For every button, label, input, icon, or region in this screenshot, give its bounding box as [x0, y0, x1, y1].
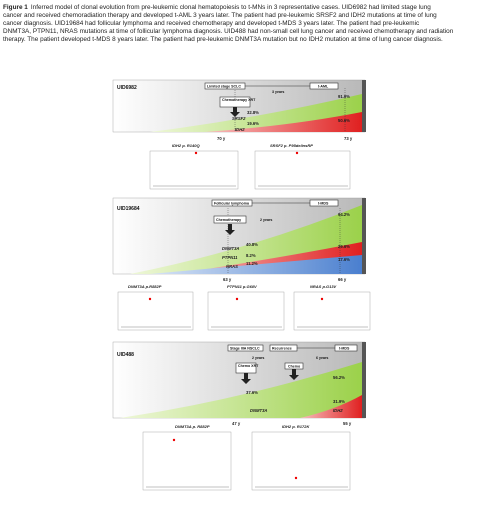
shape [213, 215, 247, 224]
age: 73 y [344, 136, 353, 141]
age: 70 y [217, 136, 226, 141]
shape [150, 255, 362, 274]
gene-label: PTPN11 [222, 255, 238, 260]
age: 66 y [338, 277, 347, 282]
caption-line: therapy. The patient developed t-MDS 8 y… [3, 36, 443, 43]
value-label: 50.6% [338, 118, 350, 123]
value-label: 8.2% [246, 253, 256, 258]
interval: 2 years [252, 356, 264, 360]
shape [227, 344, 264, 352]
plot-title: DNMT3A p.R882P [128, 284, 162, 289]
caption-line: cancer diagnosis. UID19684 had follicula… [3, 20, 420, 27]
shape [235, 297, 239, 301]
panel: UID6982 Limited stage SCLC t-AML 3 years… [112, 79, 366, 190]
box-label: Chemotherapy [216, 218, 241, 222]
shape [300, 395, 362, 418]
shape [294, 476, 298, 480]
shape [225, 224, 235, 235]
panel: UID488 Stage IIIA NSCLC Recurrence t-MDS… [112, 341, 366, 491]
shape [241, 373, 251, 384]
box-label: Chemo [288, 365, 301, 369]
plot-title: NRAS p.G13V [310, 284, 337, 289]
panel-id: UID19684 [117, 206, 140, 212]
age: 63 y [223, 277, 232, 282]
value-label: 17.6% [338, 257, 350, 262]
box-label: t-AML [318, 85, 329, 89]
box-label: Follicular lymphoma [214, 202, 250, 206]
gene-label: DNMT3A [222, 246, 239, 251]
box-label: Stage IIIA NSCLC [230, 347, 260, 351]
shape [295, 151, 299, 155]
panel: UID19684 Follicular lymphoma t-MDS Chemo… [112, 197, 371, 331]
value-label: 40.8% [246, 242, 258, 247]
age: 47 y [232, 421, 241, 426]
shape [172, 438, 176, 442]
plot-title: IDH2 p. R172K [282, 424, 310, 429]
box-label: t-MDS [318, 202, 329, 206]
gene-label: IDH2 [235, 127, 245, 132]
value-label: 29.6% [338, 244, 350, 249]
plot-title: PTPN11 p.G60V [227, 284, 257, 289]
shape [293, 291, 371, 331]
box-label: Limited stage SCLC [207, 85, 241, 89]
box-label: Chemotherapy XRT [222, 98, 256, 102]
shape [362, 80, 366, 132]
gene-label: IDH2 [333, 408, 343, 413]
value-label: 37.6% [246, 390, 258, 395]
value-label: 56.2% [333, 375, 345, 380]
shape [362, 342, 366, 418]
interval: 2 years [260, 218, 272, 222]
plot-title: DNMT3A p. R882P [175, 424, 210, 429]
value-label: 94.2% [338, 212, 350, 217]
gene-label: SRSF2 [232, 116, 246, 121]
box-label: Chemo XRT [238, 364, 259, 368]
shape [362, 198, 366, 274]
shape [207, 291, 285, 331]
panel-id: UID488 [117, 352, 134, 358]
shape [289, 369, 299, 380]
shape [149, 150, 239, 190]
panel-id: UID6982 [117, 85, 137, 91]
age: 55 y [343, 421, 352, 426]
shape [320, 297, 324, 301]
shape [205, 112, 362, 132]
shape [142, 431, 232, 491]
caption-label: Figure 1 [3, 4, 28, 11]
shape [254, 150, 351, 190]
box-label: t-MDS [339, 347, 350, 351]
shape [117, 291, 194, 331]
interval: 3 years [272, 90, 284, 94]
caption-line: Figure 1 Inferred model of clonal evoluti… [3, 4, 431, 11]
shape [230, 107, 240, 117]
value-label: 11.2% [246, 261, 258, 266]
caption-text: Inferred model of clonal evolution from … [31, 4, 431, 11]
value-label: 32.8% [247, 110, 259, 115]
value-label: 19.6% [247, 121, 259, 126]
value-label: 31.9% [333, 399, 345, 404]
plot-title: SRSF2 p. P95delinsRP [270, 143, 313, 148]
interval: 6 years [316, 356, 328, 360]
box-label: Recurrence [272, 347, 292, 351]
value-label: 91.0% [338, 94, 350, 99]
shape [148, 297, 152, 301]
caption-line: cancer and received chemoradiation thera… [3, 12, 437, 19]
gene-label: DNMT3A [250, 408, 267, 413]
caption-line: DNMT3A, PTPN11, NRAS mutations at time o… [3, 28, 454, 35]
shape [120, 362, 362, 418]
shape [251, 431, 351, 491]
shape [194, 151, 198, 155]
plot-title: IDH2 p. R140Q [172, 143, 200, 148]
gene-label: NRAS [226, 264, 238, 269]
